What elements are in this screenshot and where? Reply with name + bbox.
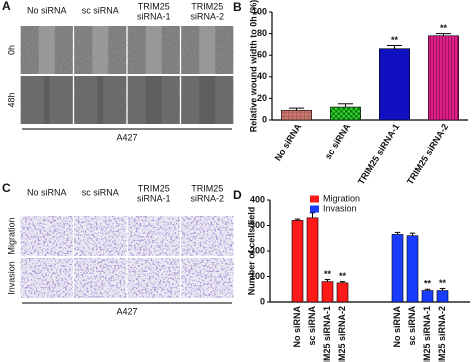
x-tick-label: TRIM25 siRNA-2 bbox=[337, 306, 347, 362]
row-label: 0h bbox=[6, 45, 16, 55]
y-tick-label: 100 bbox=[250, 271, 265, 281]
column-label: sc siRNA bbox=[82, 187, 119, 197]
row-label: Migration bbox=[6, 217, 16, 254]
bar bbox=[406, 235, 419, 303]
micrograph-texture bbox=[74, 258, 127, 298]
column-label: siRNA-2 bbox=[190, 193, 224, 203]
panel-label: A bbox=[2, 0, 11, 13]
bar bbox=[336, 282, 349, 303]
x-tick-label: No siRNA bbox=[292, 306, 302, 348]
wound-gap bbox=[145, 76, 162, 124]
significance: ** bbox=[440, 23, 448, 33]
micrograph-texture bbox=[127, 258, 180, 298]
bar bbox=[291, 220, 304, 303]
wound-gap bbox=[43, 76, 50, 124]
panel-label: C bbox=[2, 181, 11, 195]
column-label: TRIM25 bbox=[138, 183, 170, 193]
y-axis-label: Number of cells/field bbox=[246, 207, 256, 296]
x-tick-label: TRIM25 siRNA-1 bbox=[322, 306, 332, 362]
legend-swatch bbox=[310, 205, 319, 213]
y-tick-label: 80 bbox=[257, 28, 267, 38]
legend-label: Invasion bbox=[323, 203, 357, 213]
column-label: TRIM25 bbox=[191, 1, 223, 11]
column-label: siRNA-1 bbox=[137, 193, 171, 203]
column-label: TRIM25 bbox=[138, 1, 170, 11]
bar bbox=[306, 217, 319, 303]
wound-gap bbox=[97, 76, 104, 124]
wound-gap bbox=[145, 26, 162, 74]
x-tick-label: TRIM25 siRNA-1 bbox=[356, 122, 401, 186]
micrograph-texture bbox=[181, 216, 234, 256]
significance: ** bbox=[391, 35, 399, 45]
wound-gap bbox=[199, 76, 216, 124]
bar bbox=[436, 290, 449, 303]
bar bbox=[421, 290, 434, 303]
column-label: No siRNA bbox=[27, 5, 67, 15]
significance: ** bbox=[439, 278, 447, 288]
bar bbox=[281, 109, 312, 121]
x-tick-label: TRIM25 siRNA-1 bbox=[422, 306, 432, 362]
y-tick-label: 0 bbox=[260, 296, 265, 306]
bar bbox=[391, 234, 404, 303]
wound-gap bbox=[38, 26, 55, 74]
x-tick-label: sc siRNA bbox=[323, 122, 353, 161]
x-tick-label: sc siRNA bbox=[307, 305, 317, 345]
y-tick-label: 200 bbox=[250, 245, 265, 255]
micrograph-texture bbox=[20, 216, 73, 256]
micrograph-texture bbox=[181, 258, 234, 298]
y-tick-label: 0 bbox=[262, 114, 267, 124]
y-tick-label: 300 bbox=[250, 220, 265, 230]
bar bbox=[321, 281, 334, 303]
row-label: Invasion bbox=[6, 261, 16, 295]
y-tick-label: 100 bbox=[252, 6, 267, 16]
panel-label: B bbox=[233, 0, 242, 14]
bar bbox=[428, 35, 459, 121]
y-tick-label: 60 bbox=[257, 50, 267, 60]
x-tick-label: sc siRNA bbox=[407, 305, 417, 345]
cell-line-label: A427 bbox=[116, 306, 137, 316]
significance: ** bbox=[339, 271, 347, 281]
column-label: siRNA-2 bbox=[190, 11, 224, 21]
row-label: 48h bbox=[6, 92, 16, 107]
y-tick-label: 400 bbox=[250, 194, 265, 204]
bar bbox=[379, 48, 410, 121]
panel-label: D bbox=[233, 188, 242, 202]
legend-label: Migration bbox=[323, 193, 360, 203]
x-tick-label: No siRNA bbox=[273, 122, 304, 163]
column-label: sc siRNA bbox=[82, 5, 119, 15]
y-axis-label: Relative wound width to 0h (%) bbox=[248, 0, 258, 132]
x-tick-label: TRIM25 siRNA-2 bbox=[405, 122, 450, 186]
x-tick-label: No siRNA bbox=[392, 306, 402, 348]
legend-swatch bbox=[310, 195, 319, 203]
column-label: TRIM25 bbox=[191, 183, 223, 193]
wound-gap bbox=[199, 26, 216, 74]
significance: ** bbox=[424, 279, 432, 289]
column-label: No siRNA bbox=[27, 187, 67, 197]
column-label: siRNA-1 bbox=[137, 11, 171, 21]
x-tick-label: TRIM25 siRNA-2 bbox=[437, 306, 447, 362]
significance: ** bbox=[324, 269, 332, 279]
micrograph-texture bbox=[20, 258, 73, 298]
micrograph-texture bbox=[127, 216, 180, 256]
micrograph-texture bbox=[74, 216, 127, 256]
y-tick-label: 20 bbox=[257, 93, 267, 103]
y-tick-label: 40 bbox=[257, 71, 267, 81]
bar bbox=[330, 106, 361, 121]
wound-gap bbox=[92, 26, 109, 74]
cell-line-label: A427 bbox=[116, 132, 137, 142]
